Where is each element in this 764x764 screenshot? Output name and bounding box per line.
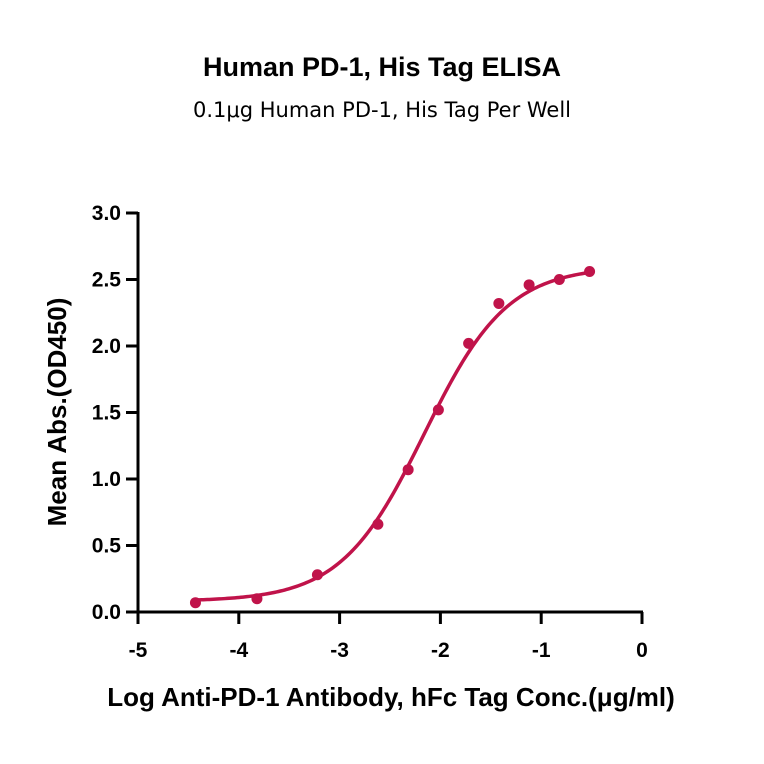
x-tick-label: -3 xyxy=(330,639,349,662)
data-point xyxy=(553,274,565,285)
y-axis-label: Mean Abs.(OD450) xyxy=(42,298,72,527)
y-tick-label: 3.0 xyxy=(92,202,121,225)
x-tick-label: -5 xyxy=(129,639,148,662)
data-point xyxy=(463,337,475,349)
axes: 0.0 0.5 1.0 1.5 2.0 2.5 3.0 -5 -4 -3 -2 -1 0 xyxy=(92,202,648,662)
data-point xyxy=(251,593,263,605)
chart-title: Human PD-1, His Tag ELISA xyxy=(202,52,562,82)
data-point xyxy=(523,279,535,291)
y-tick-label: 0.5 xyxy=(92,535,122,558)
data-point xyxy=(372,518,384,530)
y-tick-label: 1.0 xyxy=(92,468,121,491)
data-point xyxy=(189,597,201,609)
y-tick-label: 2.5 xyxy=(92,269,122,292)
x-tick-label: -1 xyxy=(532,639,551,662)
data-point xyxy=(493,297,505,309)
y-tick-label: 1.5 xyxy=(92,402,122,425)
y-tick-label: 0.0 xyxy=(92,601,121,624)
x-tick-label: -4 xyxy=(229,639,248,662)
data-point xyxy=(432,404,444,416)
x-tick-label: 0 xyxy=(636,639,648,662)
chart-subtitle: 0.1μg Human PD-1, His Tag Per Well xyxy=(192,98,572,122)
x-tick-label: -2 xyxy=(431,639,450,662)
data-points xyxy=(189,266,596,609)
y-tick-label: 2.0 xyxy=(92,335,121,358)
data-point xyxy=(584,266,596,278)
x-axis-label: Log Anti-PD-1 Antibody, hFc Tag Conc.(μg… xyxy=(107,682,675,712)
data-point xyxy=(311,569,323,581)
data-point xyxy=(402,464,414,476)
fit-curve xyxy=(193,270,590,602)
